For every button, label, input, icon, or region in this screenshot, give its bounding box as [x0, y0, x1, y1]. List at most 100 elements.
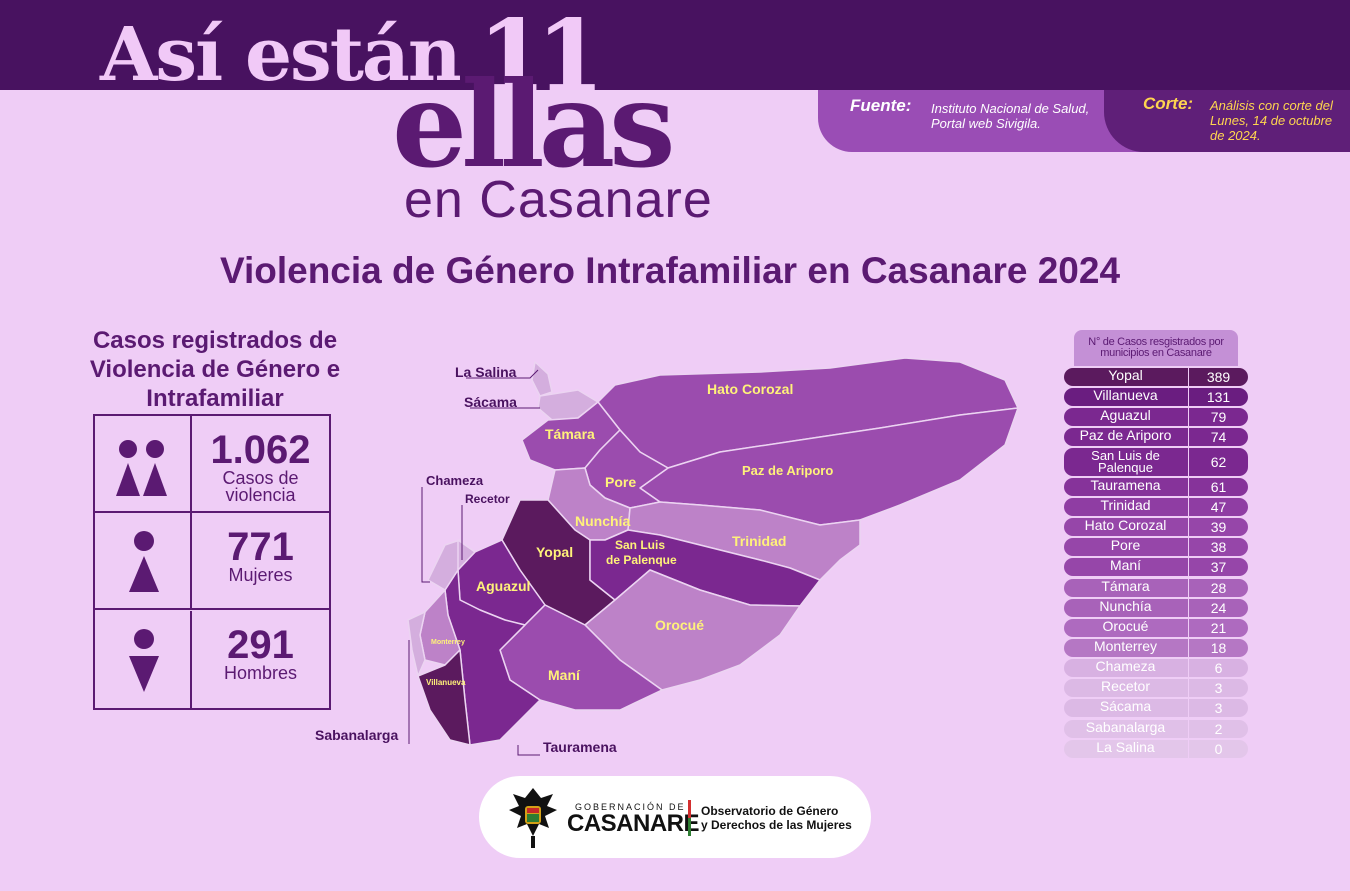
- table-cell-cases: 38: [1188, 538, 1248, 556]
- cutoff-text: Análisis con corte del Lunes, 14 de octu…: [1210, 98, 1333, 143]
- callout-recetor: Recetor: [465, 492, 510, 506]
- men-value: 291: [227, 623, 294, 667]
- footer-observatory: Observatorio de Género y Derechos de las…: [701, 804, 852, 832]
- title-line1: Así están: [100, 12, 462, 98]
- callout-chameza: Chameza: [426, 473, 484, 488]
- map-label-san-luis-1: San Luis: [615, 538, 666, 552]
- table-cell-municipality: Támara: [1101, 579, 1150, 594]
- table-cell-municipality: Aguazul: [1100, 408, 1151, 423]
- table-row: Yopal 389: [1064, 368, 1248, 386]
- table-row: Sácama 3: [1064, 699, 1248, 717]
- table-cell-municipality: Nunchía: [1099, 599, 1152, 614]
- table-row: Monterrey 18: [1064, 639, 1248, 657]
- map-label-pore: Pore: [605, 474, 637, 490]
- cutoff-label: Corte:: [1143, 94, 1194, 113]
- top-band: [0, 0, 1350, 90]
- stat-women: 771 Mujeres: [95, 513, 329, 610]
- map-label-san-luis-2: de Palenque: [606, 553, 677, 567]
- footer-observatory-line2: y Derechos de las Mujeres: [701, 818, 852, 832]
- table-cell-cases: 3: [1188, 699, 1248, 717]
- table-cell-municipality: Villanueva: [1093, 388, 1158, 403]
- table-cell-municipality: Chameza: [1095, 659, 1156, 674]
- map-label-yopal: Yopal: [536, 544, 574, 560]
- table-cell-cases: 79: [1188, 408, 1248, 426]
- table-row: Maní 37: [1064, 558, 1248, 576]
- table-row: Sabanalarga 2: [1064, 720, 1248, 738]
- table-row: Hato Corozal 39: [1064, 518, 1248, 536]
- title-line3: en Casanare: [404, 171, 713, 229]
- source-label: Fuente:: [850, 96, 912, 115]
- table-cell-municipality: Paz de Ariporo: [1079, 428, 1172, 443]
- women-value: 771: [227, 525, 294, 569]
- map-label-orocue: Orocué: [655, 617, 705, 633]
- table-row: San Luis de Palenque 62: [1064, 448, 1248, 476]
- table-cell-cases: 6: [1188, 659, 1248, 677]
- table-cell-municipality: Sabanalarga: [1085, 720, 1166, 735]
- map-label-trinidad: Trinidad: [732, 533, 787, 549]
- women-label: Mujeres: [228, 565, 293, 585]
- total-label: Casos de violencia: [222, 468, 299, 505]
- map-label-paz-de-ariporo: Paz de Ariporo: [742, 463, 834, 478]
- table-cell-cases: 61: [1188, 478, 1248, 496]
- table-row: Villanueva 131: [1064, 388, 1248, 406]
- table-cell-municipality: La Salina: [1096, 740, 1155, 755]
- footer-logo: GOBERNACIÓN DE CASANARE Observatorio de …: [479, 776, 871, 858]
- table-cell-municipality: Monterrey: [1093, 639, 1158, 654]
- table-cell-municipality: Maní: [1109, 558, 1142, 573]
- table-row: Aguazul 79: [1064, 408, 1248, 426]
- footer-casanare: CASANARE: [567, 810, 700, 837]
- table-cell-cases: 47: [1188, 498, 1248, 516]
- table-cell-municipality: Sácama: [1099, 699, 1152, 714]
- title-number: 11: [478, 0, 604, 114]
- map-label-nunchia: Nunchía: [575, 513, 631, 529]
- title-line2: ellas: [392, 55, 676, 194]
- map-label-hato-corozal: Hato Corozal: [707, 381, 794, 397]
- table-cell-cases: 21: [1188, 619, 1248, 637]
- table-row: Tauramena 61: [1064, 478, 1248, 496]
- table-row: Támara 28: [1064, 579, 1248, 597]
- table-row: Nunchía 24: [1064, 599, 1248, 617]
- map-label-mani: Maní: [548, 667, 580, 683]
- coat-of-arms-icon: [509, 788, 557, 848]
- table-cell-municipality: Pore: [1110, 538, 1141, 553]
- woman-icon: [95, 513, 192, 608]
- men-label: Hombres: [223, 663, 298, 683]
- footer-divider: [688, 800, 691, 836]
- table-cell-municipality: San Luis de Palenque: [1091, 448, 1160, 475]
- table-row: Paz de Ariporo 74: [1064, 428, 1248, 446]
- table-row: La Salina 0: [1064, 740, 1248, 758]
- table-cell-cases: 389: [1188, 368, 1248, 386]
- table-cell-municipality: Yopal: [1108, 368, 1143, 383]
- stats-box: 1.062 Casos de violencia 771 Mujeres 291…: [93, 414, 331, 710]
- table-row: Trinidad 47: [1064, 498, 1248, 516]
- callout-sacama: Sácama: [464, 394, 517, 410]
- callout-tauramena: Tauramena: [543, 739, 617, 755]
- subtitle: Violencia de Género Intrafamiliar en Cas…: [219, 250, 1121, 291]
- table-cell-cases: 74: [1188, 428, 1248, 446]
- table-cell-municipality: Tauramena: [1090, 478, 1161, 493]
- table-row: Pore 38: [1064, 538, 1248, 556]
- table-cell-cases: 2: [1188, 720, 1248, 738]
- stat-men: 291 Hombres: [95, 611, 329, 708]
- table-header: N° de Casos resgistrados por municipios …: [1074, 330, 1238, 366]
- cutoff-panel: [1104, 90, 1350, 152]
- table-cell-cases: 3: [1188, 679, 1248, 697]
- table-cell-municipality: Recetor: [1100, 679, 1151, 694]
- callout-la-salina: La Salina: [455, 364, 517, 380]
- women-pair-icon: [95, 416, 192, 511]
- callout-sabanalarga: Sabanalarga: [315, 727, 399, 743]
- table-cell-cases: 28: [1188, 579, 1248, 597]
- table-cell-cases: 37: [1188, 558, 1248, 576]
- map-villanueva: [417, 649, 471, 746]
- table-cell-cases: 18: [1188, 639, 1248, 657]
- table-cell-municipality: Trinidad: [1100, 498, 1151, 513]
- map-label-aguazul: Aguazul: [476, 578, 531, 594]
- map-label-monterrey: Monterrey: [431, 639, 465, 646]
- map-label-villanueva: Villanueva: [426, 678, 466, 687]
- source-text: Instituto Nacional de Salud, Portal web …: [931, 101, 1090, 131]
- total-value: 1.062: [210, 428, 311, 472]
- man-icon: [95, 611, 192, 708]
- table-cell-municipality: Hato Corozal: [1084, 518, 1167, 533]
- table-cell-cases: 24: [1188, 599, 1248, 617]
